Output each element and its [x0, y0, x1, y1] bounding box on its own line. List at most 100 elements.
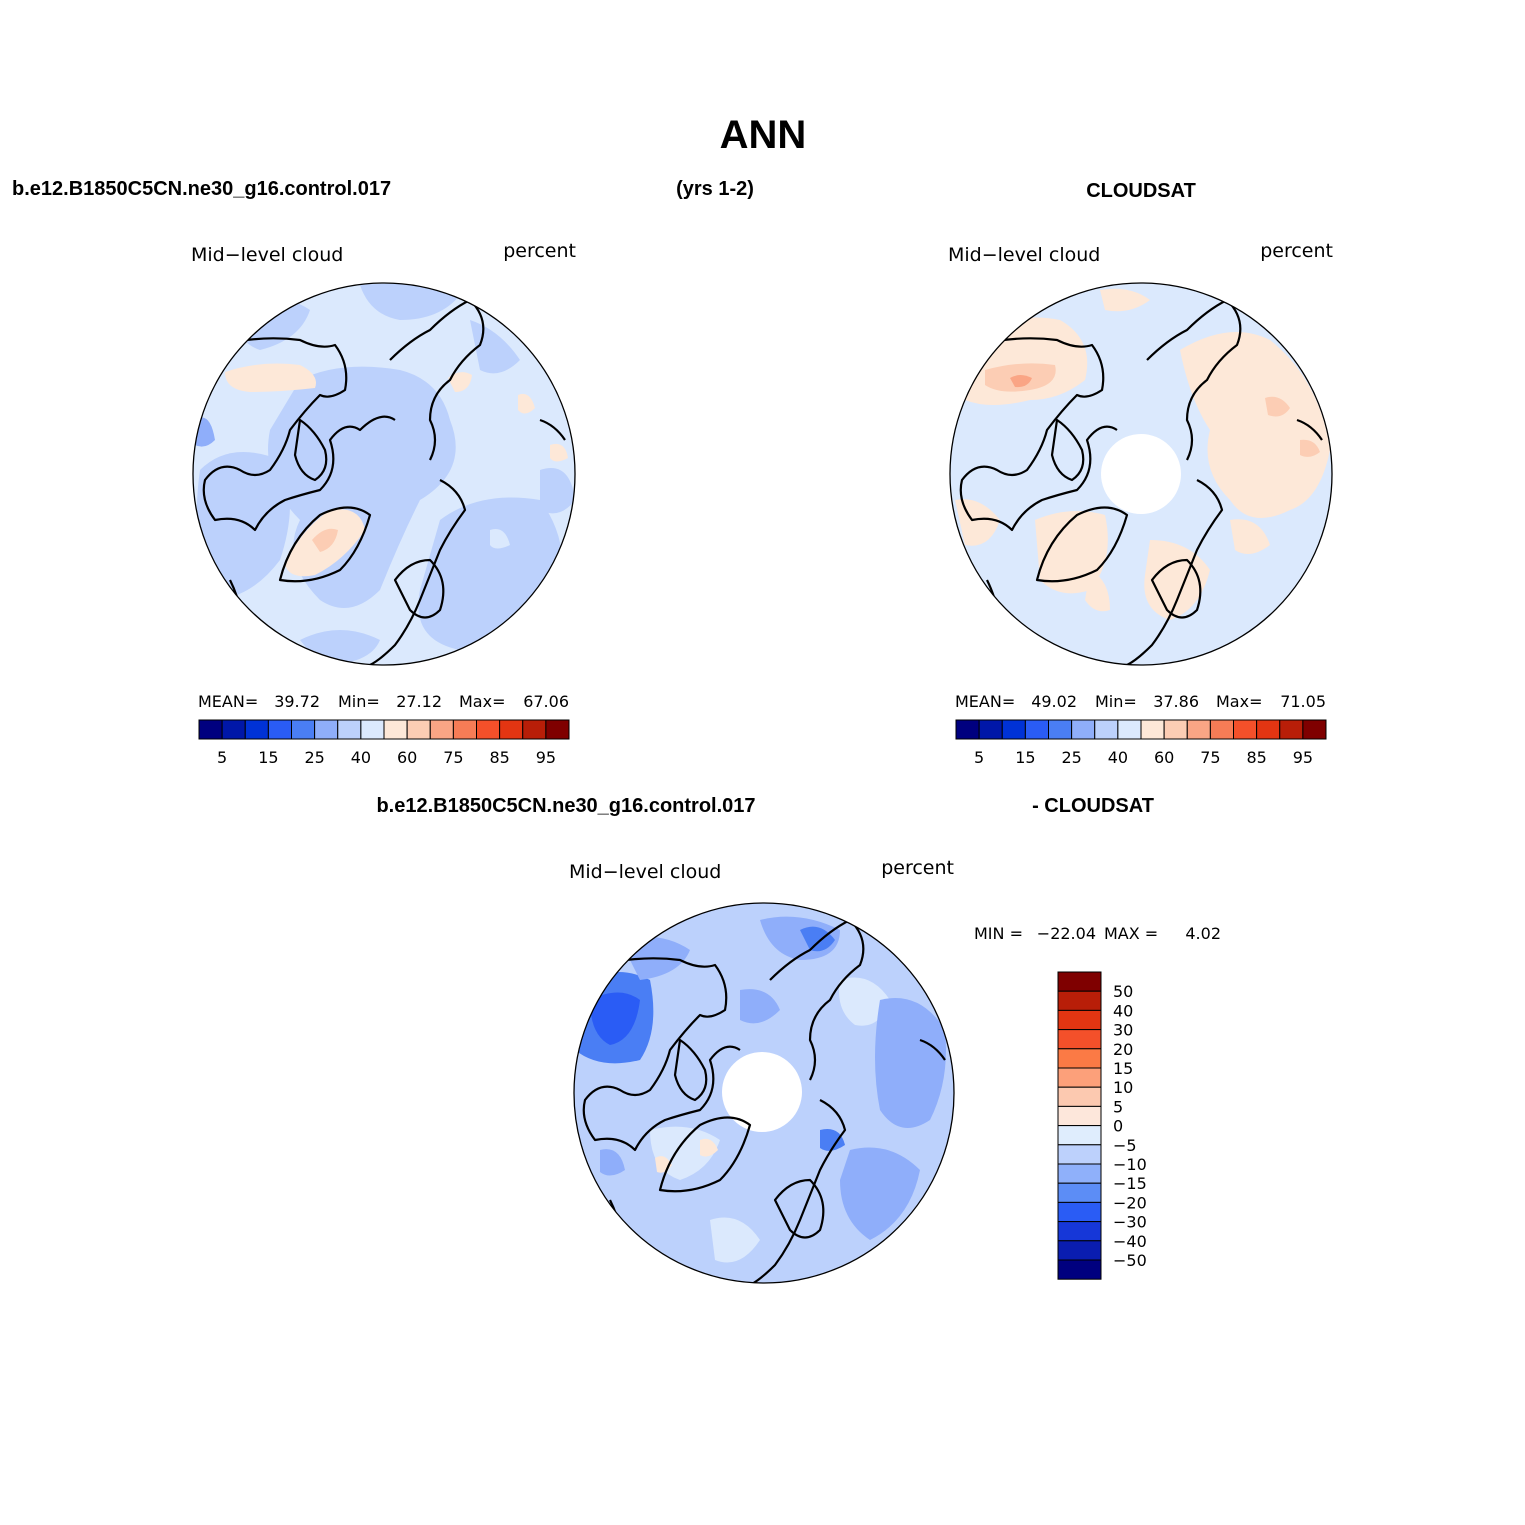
obs-colorbar-swatch [1117, 719, 1142, 740]
model-variable-label: Mid−level cloud [191, 244, 343, 266]
diff-colorbar-tick-label: −10 [1113, 1155, 1147, 1174]
obs-colorbar-tick-label: 15 [1015, 748, 1035, 767]
diff-stats: MIN = −22.04 MAX = 4.02 [974, 924, 1221, 943]
diff-colorbar-tick-label: −30 [1113, 1213, 1147, 1232]
model-colorbar-swatch [360, 719, 385, 740]
model-colorbar-swatch [198, 719, 223, 740]
obs-colorbar-swatch [1209, 719, 1234, 740]
diff-colorbar-swatch [1057, 1182, 1102, 1203]
diff-colorbar-swatch [1057, 1105, 1102, 1127]
model-colorbar-swatch [499, 719, 524, 740]
obs-colorbar-tick-label: 40 [1108, 748, 1128, 767]
diff-colorbar-tick-label: −20 [1113, 1193, 1147, 1212]
diff-colorbar-swatch [1057, 1240, 1102, 1261]
diff-colorbar-swatch [1057, 1048, 1102, 1069]
diff-colorbar-tick-label: −40 [1113, 1232, 1147, 1251]
diff-colorbar-tick-label: 50 [1113, 982, 1133, 1001]
diff-colorbar-tick-label: 0 [1113, 1117, 1123, 1136]
diff-max-value: 4.02 [1185, 924, 1221, 943]
diff-colorbar-tick-label: −15 [1113, 1174, 1147, 1193]
obs-min-label: Min= [1095, 692, 1137, 711]
model-colorbar-tick-label: 15 [258, 748, 278, 767]
obs-panel: Mid−level cloud percent [948, 240, 1333, 767]
diff-colorbar-swatch [1057, 971, 1102, 992]
obs-colorbar-swatch [955, 719, 980, 740]
model-colorbar-swatch [429, 719, 454, 740]
obs-name-label: CLOUDSAT [1086, 180, 1196, 202]
diff-colorbar-tick-label: −5 [1113, 1136, 1137, 1155]
model-mean-label: MEAN= [198, 692, 258, 711]
diff-colorbar-tick-label: −50 [1113, 1251, 1147, 1270]
diff-colorbar-swatch [1057, 1259, 1102, 1280]
obs-colorbar-swatch [1001, 719, 1026, 740]
model-map-outline [192, 282, 576, 666]
model-colorbar-swatch [267, 719, 292, 740]
diff-map-outline [573, 902, 955, 1284]
diff-min-label: MIN = [974, 924, 1023, 943]
model-polar-map [192, 282, 576, 666]
diff-colorbar-swatch [1057, 990, 1102, 1011]
model-colorbar-swatch [221, 719, 246, 740]
obs-min-value: 37.86 [1153, 692, 1199, 711]
model-colorbar: 5 15 25 40 60 75 85 95 [198, 719, 570, 767]
diff-colorbar-swatch [1057, 1067, 1102, 1088]
obs-colorbar-swatch [1140, 719, 1165, 740]
diff-colorbar-swatch [1057, 1029, 1102, 1050]
obs-map-outline [949, 282, 1333, 666]
diff-colorbar-tick-label: 15 [1113, 1059, 1133, 1078]
diff-case-label: b.e12.B1850C5CN.ne30_g16.control.017 [376, 795, 755, 817]
obs-polar-map [949, 282, 1333, 666]
obs-colorbar-swatch [1256, 719, 1281, 740]
diff-colorbar-swatch [1057, 1009, 1102, 1031]
obs-colorbar-tick-label: 60 [1154, 748, 1174, 767]
diff-colorbar-tick-label: 10 [1113, 1078, 1133, 1097]
obs-colorbar-swatch [1186, 719, 1211, 740]
model-colorbar-tick-label: 95 [536, 748, 556, 767]
diff-colorbar-tick-label: 30 [1113, 1021, 1133, 1040]
model-colorbar-swatch [406, 719, 431, 740]
model-colorbar-tick-label: 60 [397, 748, 417, 767]
obs-colorbar-swatch [1048, 719, 1073, 740]
obs-variable-label: Mid−level cloud [948, 244, 1100, 266]
obs-mean-value: 49.02 [1031, 692, 1077, 711]
diff-colorbar-swatch [1057, 1221, 1102, 1242]
diff-variable-label: Mid−level cloud [569, 861, 721, 883]
obs-colorbar-swatch [1024, 719, 1049, 740]
obs-coastlines [959, 298, 1323, 665]
obs-colorbar-swatch [1279, 719, 1304, 740]
model-max-label: Max= [459, 692, 505, 711]
model-colorbar-swatch [337, 719, 362, 740]
model-max-value: 67.06 [523, 692, 569, 711]
obs-colorbar-tick-label: 5 [974, 748, 984, 767]
model-colorbar-swatch [291, 719, 316, 740]
obs-units-label: percent [1260, 240, 1333, 262]
model-colorbar-swatch [244, 719, 269, 740]
model-colorbar-swatch [314, 719, 339, 740]
diff-colorbar-swatch [1057, 1201, 1102, 1223]
model-colorbar-swatch [383, 719, 408, 740]
diff-max-label: MAX = [1104, 924, 1158, 943]
obs-colorbar-swatch [1302, 719, 1327, 740]
diff-polar-map [573, 902, 955, 1284]
diff-panel: Mid−level cloud percent [569, 857, 1221, 1284]
model-colorbar-tick-label: 5 [217, 748, 227, 767]
model-min-label: Min= [338, 692, 380, 711]
obs-colorbar-swatch [978, 719, 1003, 740]
obs-max-label: Max= [1216, 692, 1262, 711]
model-mean-value: 39.72 [274, 692, 320, 711]
diff-colorbar-swatch [1057, 1125, 1102, 1146]
obs-colorbar-swatch [1233, 719, 1258, 740]
model-min-value: 27.12 [396, 692, 442, 711]
model-colorbar-swatch [452, 719, 477, 740]
obs-colorbar-tick-label: 25 [1061, 748, 1081, 767]
model-colorbar-tick-label: 85 [489, 748, 509, 767]
model-colorbar-swatch [522, 719, 547, 740]
obs-mean-label: MEAN= [955, 692, 1015, 711]
model-contours [195, 283, 575, 665]
model-colorbar-swatch [476, 719, 501, 740]
obs-colorbar-tick-label: 95 [1293, 748, 1313, 767]
model-colorbar-tick-label: 25 [304, 748, 324, 767]
diff-min-value: −22.04 [1037, 924, 1096, 943]
